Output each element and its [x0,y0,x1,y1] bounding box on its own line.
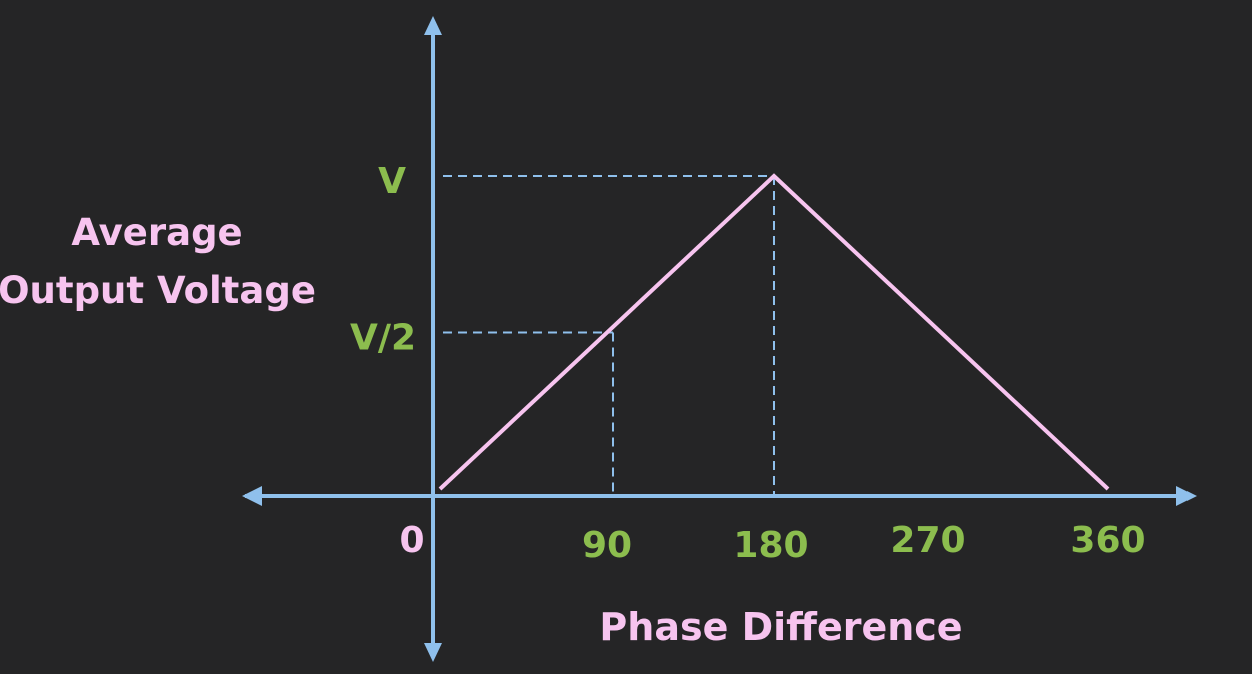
series-line [438,173,1110,491]
y-tick-label: V [378,161,406,202]
y-axis-bottom-arrow [424,643,442,662]
y-axis-top-arrow [424,16,442,35]
x-tick-label: 90 [582,525,632,566]
y-axis-label-line-2: Output Voltage [0,269,316,312]
x-axis-left-arrow [242,486,262,506]
x-axis-right-arrow [1176,486,1196,506]
x-tick-label: 270 [890,520,965,561]
x-tick-label: 180 [733,525,808,566]
origin-label: 0 [399,520,424,561]
y-tick-labels: V/2 V [350,161,416,359]
y-tick-label: V/2 [350,318,416,359]
x-tick-labels: 90 180 270 360 [582,520,1146,566]
guide-lines [443,175,775,494]
y-axis-label-line-1: Average [71,211,242,254]
x-tick-label: 360 [1070,520,1145,561]
x-axis-label: Phase Difference [599,605,962,649]
